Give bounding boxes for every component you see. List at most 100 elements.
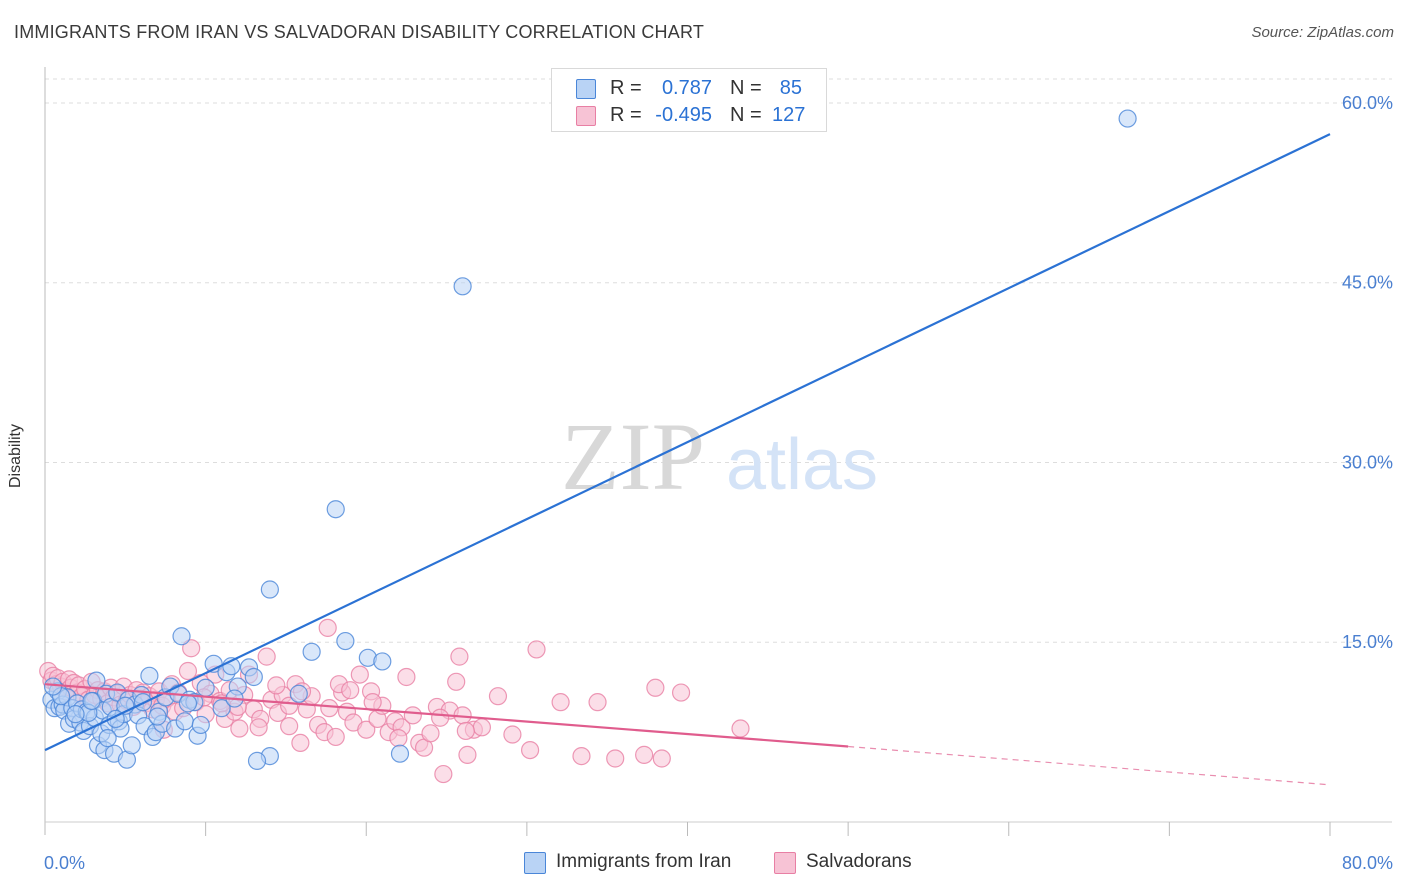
data-point-salvadoran [280, 696, 299, 715]
data-point-salvadoran [488, 687, 508, 706]
data-point-iran [289, 684, 308, 703]
data-point-iran [82, 691, 101, 711]
data-point-salvadoran [472, 718, 491, 737]
data-point-salvadoran [431, 708, 450, 727]
data-point-salvadoran [671, 683, 691, 702]
bottom-legend: Immigrants from Iran Salvadorans [0, 850, 1406, 878]
y-tick-label: 30.0% [1342, 452, 1393, 472]
data-point-iran [244, 667, 263, 687]
data-point-salvadoran [520, 740, 540, 760]
data-point-salvadoran [652, 749, 671, 768]
data-point-iran [175, 712, 194, 731]
data-point-salvadoran [389, 729, 408, 748]
data-point-salvadoran [341, 681, 360, 700]
data-point-salvadoran [230, 719, 249, 738]
data-point-salvadoran [456, 721, 475, 741]
data-point-iran [122, 736, 141, 755]
data-point-salvadoran [249, 718, 268, 737]
legend-row-salvadoran: R = -0.495 N = 127 [552, 102, 826, 128]
data-point-salvadoran [280, 717, 299, 736]
data-point-salvadoran [350, 665, 369, 684]
legend: R = 0.787 N = 85 R = -0.495 N = 127 [551, 68, 827, 132]
chart-source: Source: ZipAtlas.com [1251, 24, 1394, 41]
data-point-iran [336, 631, 355, 651]
legend-r-label: R = [610, 104, 642, 126]
data-point-iran [302, 642, 321, 661]
watermark-zip: ZIP [561, 403, 705, 510]
data-point-salvadoran [182, 639, 201, 658]
data-point-salvadoran [731, 719, 750, 738]
data-point-iran [148, 707, 167, 726]
data-point-salvadoran [450, 647, 469, 666]
y-tick-label: 15.0% [1342, 632, 1393, 652]
data-point-salvadoran [606, 749, 625, 768]
legend-n-label: N = [730, 77, 762, 99]
data-point-iran [326, 500, 345, 519]
data-point-salvadoran [434, 764, 453, 784]
data-point-salvadoran [447, 672, 466, 691]
y-axis-title: Disability [7, 423, 24, 489]
data-point-salvadoran [267, 676, 286, 695]
legend-r-value: -0.495 [655, 104, 712, 126]
legend-swatch-blue [576, 79, 596, 99]
legend-r-value: 0.787 [661, 77, 712, 99]
data-point-salvadoran [588, 693, 607, 712]
data-point-salvadoran [646, 678, 665, 697]
bottom-legend-swatch-pink [774, 852, 796, 874]
bottom-legend-swatch-blue [524, 852, 546, 874]
trend-line-salvadoran-extrapolated [848, 745, 1331, 786]
data-point-iran [43, 677, 63, 696]
data-point-iran [172, 627, 191, 646]
grid-lines [45, 78, 1392, 643]
data-point-iran [1118, 109, 1137, 128]
watermark-atlas: atlas [726, 425, 878, 505]
data-point-iran [66, 705, 85, 724]
data-point-salvadoran [291, 733, 310, 753]
data-point-salvadoran [397, 667, 416, 687]
legend-swatch-pink [576, 106, 596, 126]
watermark: ZIP atlas [561, 403, 878, 510]
chart-title: IMMIGRANTS FROM IRAN VS SALVADORAN DISAB… [14, 22, 705, 42]
axes [44, 67, 1392, 836]
legend-n-label: N = [730, 104, 762, 126]
data-point-salvadoran [403, 706, 422, 725]
data-point-salvadoran [257, 647, 276, 666]
data-point-salvadoran [318, 618, 337, 637]
data-point-salvadoran [357, 720, 376, 739]
y-tick-label: 45.0% [1342, 273, 1393, 293]
data-point-salvadoran [458, 745, 477, 764]
data-point-iran [453, 277, 472, 296]
data-point-iran [390, 744, 410, 763]
data-point-salvadoran [326, 727, 345, 747]
x-tick-label: 0.0% [44, 853, 85, 873]
legend-n-value: 85 [779, 77, 802, 99]
bottom-legend-label-iran: Immigrants from Iran [556, 851, 732, 872]
data-point-salvadoran [527, 640, 546, 659]
y-tick-label: 60.0% [1342, 93, 1393, 113]
legend-row-iran: R = 0.787 N = 85 [552, 75, 826, 101]
data-point-salvadoran [178, 661, 198, 681]
data-point-iran [196, 678, 215, 697]
tick-labels: 15.0% 30.0% 45.0% 60.0% 0.0% 80.0% [44, 93, 1393, 873]
x-tick-label: 80.0% [1342, 853, 1393, 873]
trend-line-iran [44, 133, 1331, 752]
legend-n-value: 127 [772, 104, 806, 126]
data-point-iran [212, 699, 231, 718]
data-point-iran [191, 715, 210, 735]
trend-lines [44, 133, 1331, 786]
data-point-salvadoran [503, 725, 522, 744]
data-point-iran [140, 666, 159, 685]
data-point-iran [178, 694, 198, 713]
bottom-legend-label-salvadorans: Salvadorans [806, 851, 912, 872]
data-point-salvadoran [551, 693, 570, 712]
trend-line-salvadoran [44, 683, 849, 748]
data-point-salvadoran [421, 724, 440, 743]
data-point-iran [247, 751, 267, 770]
data-point-salvadoran [320, 699, 339, 718]
data-point-iran [98, 729, 117, 748]
data-point-iran [373, 652, 392, 671]
data-point-iran [260, 580, 279, 599]
data-point-salvadoran [572, 746, 591, 766]
data-point-salvadoran [635, 745, 654, 764]
